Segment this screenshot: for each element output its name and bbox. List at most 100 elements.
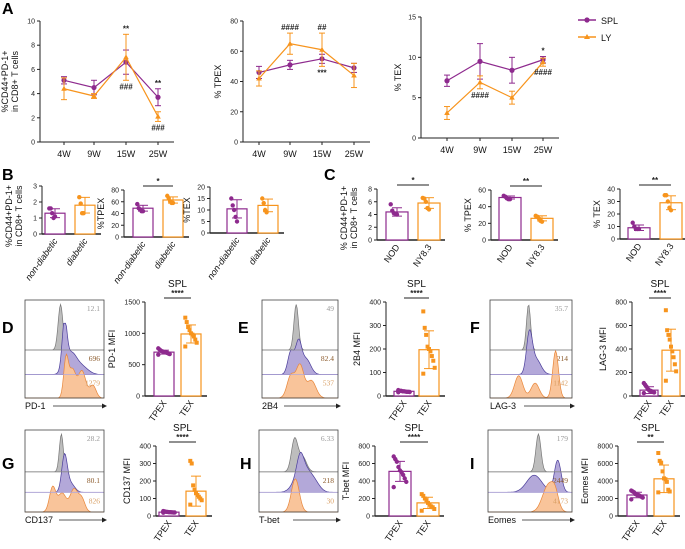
x-tick-label: NOD bbox=[495, 242, 515, 265]
y-tick-label: 0 bbox=[482, 238, 486, 245]
x-tick-label: TEX bbox=[182, 518, 200, 538]
data-point bbox=[186, 325, 191, 330]
y-tick-label: 60 bbox=[478, 188, 486, 195]
data-point bbox=[183, 344, 188, 349]
y-tick-label: 4 bbox=[368, 212, 372, 219]
flow-histogram: 179 2449 4173 Eomes bbox=[487, 429, 575, 525]
y-tick-label: 5 bbox=[412, 95, 416, 102]
y-tick-label: 800 bbox=[358, 444, 370, 451]
data-point bbox=[671, 355, 676, 360]
data-point bbox=[656, 451, 661, 455]
data-point bbox=[667, 337, 672, 342]
x-tick-label: TEX bbox=[657, 398, 675, 418]
y-tick-label: 8000 bbox=[597, 444, 613, 451]
x-tick-label: 25W bbox=[345, 149, 364, 159]
mfi-value: 2449 bbox=[553, 476, 568, 485]
data-point bbox=[260, 196, 265, 201]
bar bbox=[498, 196, 522, 241]
data-point bbox=[91, 93, 97, 99]
data-point bbox=[229, 196, 234, 201]
data-point bbox=[664, 193, 669, 198]
y-tick-label: 40 bbox=[111, 211, 119, 218]
mfi-value: 179 bbox=[557, 434, 569, 443]
mfi-value: 28.2 bbox=[87, 434, 100, 443]
data-point bbox=[233, 214, 238, 220]
significance-annotation: ** bbox=[123, 24, 130, 33]
y-tick-label: 2 bbox=[31, 115, 35, 122]
y-tick-label: 4 bbox=[31, 91, 35, 98]
y-axis-label: Eomes MFI bbox=[580, 458, 590, 504]
panel-letter: I bbox=[470, 456, 474, 473]
data-point bbox=[663, 308, 668, 313]
x-tick-label: NOD bbox=[624, 241, 644, 264]
panel-letter: B bbox=[2, 167, 14, 184]
data-point bbox=[668, 208, 674, 213]
x-tick-label: 15W bbox=[117, 149, 136, 159]
data-point bbox=[184, 320, 189, 325]
y-tick-label: 3 bbox=[33, 184, 37, 191]
flow-histogram: 49 82.4 537 2B4 bbox=[261, 299, 341, 411]
histogram-frame bbox=[24, 429, 105, 513]
chart-panel-i: 0 2000 4000 6000 8000 Eomes MFI TPEX TEX **SPL 17… bbox=[487, 423, 680, 543]
series-line bbox=[63, 61, 159, 98]
data-point bbox=[641, 390, 647, 396]
x-tick-label: TPEX bbox=[620, 518, 642, 543]
data-point bbox=[426, 207, 432, 212]
y-axis-label: % TPEX bbox=[213, 65, 223, 99]
mfi-value: 49 bbox=[327, 304, 335, 313]
y-tick-label: 8 bbox=[31, 43, 35, 50]
data-point bbox=[421, 493, 426, 498]
y-tick-label: 300 bbox=[369, 323, 381, 330]
y-tick-label: 1500 bbox=[124, 300, 140, 307]
data-point bbox=[77, 195, 82, 200]
mfi-value: 80.1 bbox=[87, 476, 100, 485]
data-point bbox=[167, 351, 172, 357]
y-tick-label: 800 bbox=[615, 300, 627, 307]
data-point bbox=[135, 201, 140, 207]
x-tick-label: 4W bbox=[57, 149, 71, 159]
bar bbox=[153, 351, 175, 397]
chart-title: SPL bbox=[173, 423, 192, 434]
y-tick-label: 400 bbox=[139, 444, 151, 451]
x-tick-label: non-diabetic bbox=[23, 236, 60, 282]
y-tick-label: 0 bbox=[136, 394, 140, 401]
mfi-value: 1142 bbox=[553, 378, 568, 387]
data-point bbox=[507, 196, 513, 202]
y-tick-label: 0 bbox=[33, 232, 37, 239]
data-point bbox=[660, 469, 665, 474]
arrow-head-icon bbox=[336, 403, 341, 409]
y-axis-label: in CD8+ T cells bbox=[14, 185, 24, 246]
x-tick-label: 9W bbox=[283, 149, 297, 159]
data-point bbox=[432, 365, 437, 370]
data-point bbox=[231, 207, 237, 213]
data-point bbox=[91, 84, 97, 91]
chart-panel-e: 0 100 200 300 400 2B4 MFI TPEX TEX ****SPL 49 82.4… bbox=[261, 279, 445, 423]
data-point bbox=[666, 332, 671, 337]
data-point bbox=[402, 476, 407, 481]
significance-annotation: * bbox=[541, 47, 545, 56]
significance-label: **** bbox=[176, 433, 189, 442]
mfi-value: 537 bbox=[323, 378, 335, 387]
mfi-value: 826 bbox=[89, 496, 101, 505]
chart-panel-c: 0 20 40 60 % TPEX NOD NY8.3 ** bbox=[463, 177, 558, 269]
y-tick-label: 0 bbox=[147, 514, 151, 521]
data-point bbox=[663, 378, 668, 383]
y-tick-label: 8 bbox=[368, 187, 372, 194]
panel-letter: C bbox=[324, 167, 336, 184]
data-point bbox=[422, 325, 427, 330]
data-point bbox=[674, 369, 679, 374]
x-tick-label: TPEX bbox=[147, 398, 169, 423]
histogram-frame bbox=[258, 429, 339, 513]
data-point bbox=[429, 354, 434, 359]
chart-title: SPL bbox=[407, 279, 426, 290]
significance-label: ** bbox=[647, 433, 654, 442]
chart-panel-c: 0 10 20 30 40 % TEX NOD NY8.3 ** bbox=[592, 176, 685, 268]
marker-label: CD137 bbox=[25, 515, 53, 525]
series-line bbox=[258, 43, 355, 79]
mfi-value: 30 bbox=[327, 496, 335, 505]
y-tick-label: 2 bbox=[33, 200, 37, 207]
significance-label: **** bbox=[171, 289, 184, 298]
flow-histogram: 12.1 696 1279 PD-1 bbox=[24, 299, 107, 411]
chart-title: SPL bbox=[641, 423, 660, 434]
data-point bbox=[539, 219, 545, 224]
